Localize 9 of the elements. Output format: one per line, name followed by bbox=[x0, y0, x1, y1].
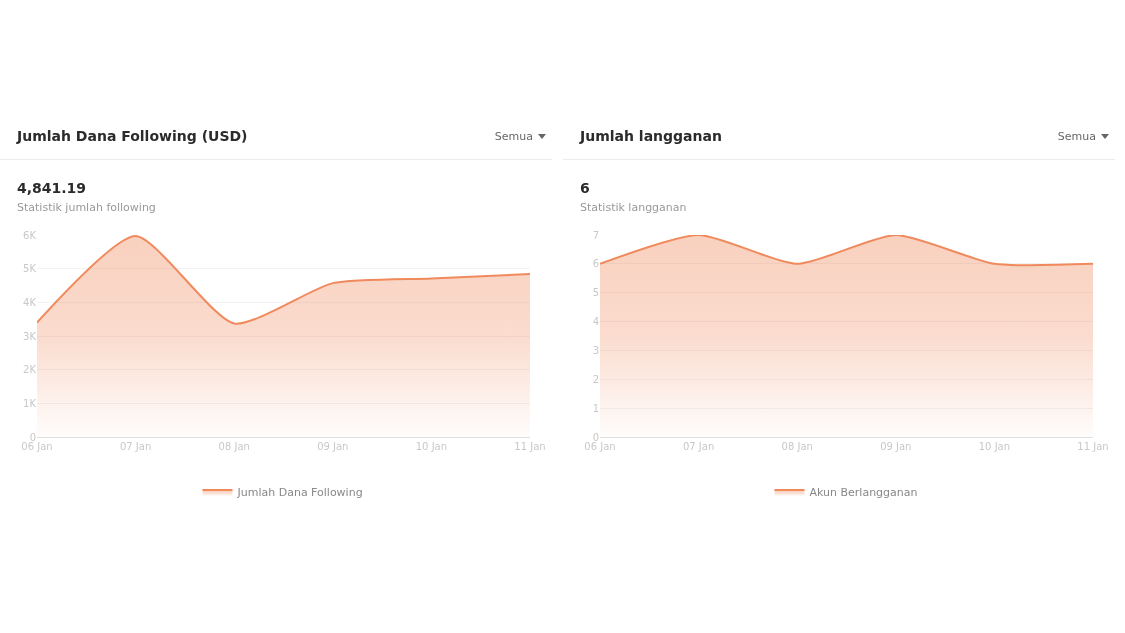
text: Statistik langganan bbox=[580, 201, 687, 214]
text: Semua bbox=[1057, 130, 1096, 143]
text: Semua bbox=[494, 130, 533, 143]
chart-title: Jumlah Dana Following (USD) bbox=[17, 128, 248, 144]
legend-label: Jumlah Dana Following bbox=[236, 486, 363, 500]
legend-label: Akun Berlangganan bbox=[809, 486, 918, 500]
text: Statistik jumlah following bbox=[17, 201, 156, 214]
chart-title: Jumlah langganan bbox=[580, 128, 722, 144]
chart-subtitle: 4,841.19 bbox=[17, 180, 87, 196]
